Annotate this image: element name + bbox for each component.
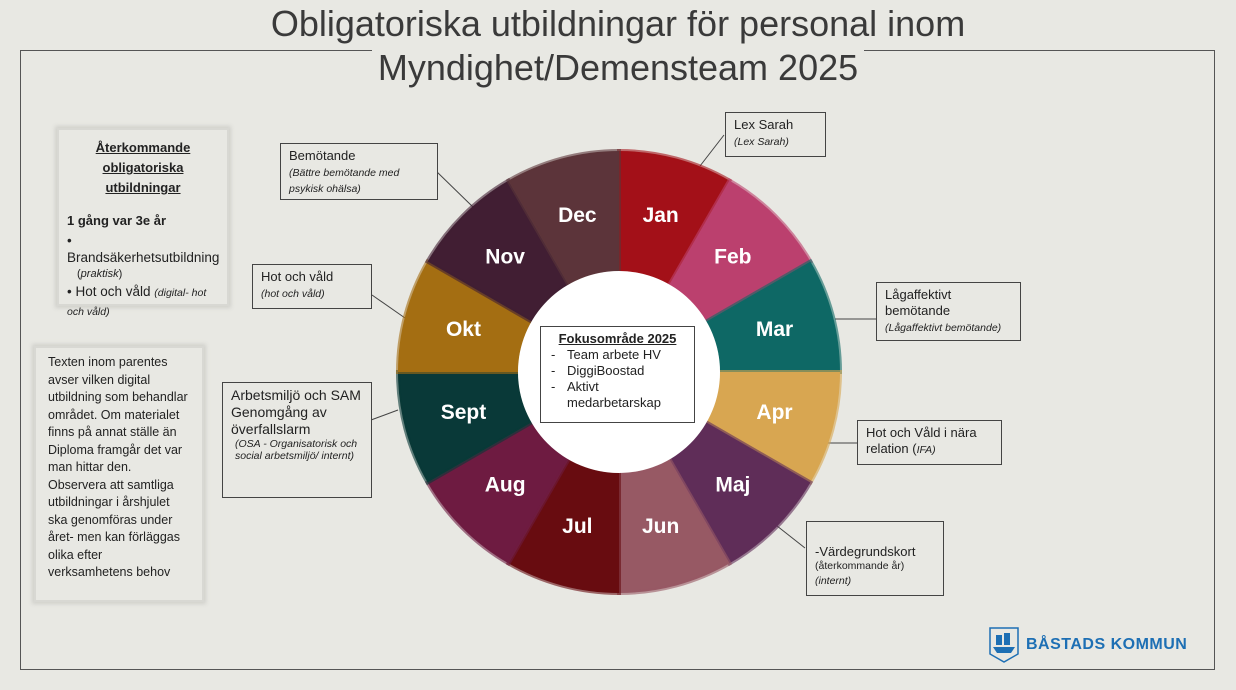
callout-hot-nara-relation: Hot och Våld i nära relation (IFA) [857, 420, 1002, 465]
callout-lines [370, 134, 876, 549]
recurring-title: obligatoriska utbildningar [102, 160, 184, 195]
note-box: Texten inom parentes avser vilken digita… [34, 346, 204, 602]
month-label: Apr [756, 401, 792, 424]
month-label: Jul [562, 515, 592, 538]
recurring-title: Återkommande [95, 140, 191, 155]
recurring-note: praktisk [80, 268, 119, 280]
month-label: Maj [715, 473, 750, 496]
month-label: Aug [485, 473, 526, 496]
focus-item: DiggiBoostad [547, 363, 688, 379]
callout-bemotande: Bemötande (Bättre bemötande med psykisk o… [280, 143, 438, 200]
page-title: Obligatoriska utbildningar för personal … [0, 2, 1236, 90]
leader-line [371, 294, 406, 319]
focus-item: Team arbete HV [547, 347, 688, 363]
bastads-kommun-logo: BÅSTADS KOMMUN [988, 626, 1187, 664]
callout-vardegrund: -Värdegrundskort (återkommande år) (inte… [806, 521, 944, 596]
month-label: Feb [714, 246, 751, 269]
leader-line [699, 134, 725, 167]
callout-lex-sarah: Lex Sarah (Lex Sarah) [725, 112, 826, 157]
month-label: Nov [485, 246, 525, 269]
month-label: Dec [558, 204, 597, 227]
month-label: Okt [446, 318, 481, 341]
focus-box: Fokusområde 2025 Team arbete HV DiggiBoo… [540, 326, 695, 423]
callout-arbetsmiljo: Arbetsmiljö och SAM Genomgång av överfal… [222, 382, 372, 498]
month-label: Mar [756, 318, 793, 341]
focus-title: Fokusområde 2025 [558, 331, 677, 346]
note-text: Texten inom parentes avser vilken digita… [48, 355, 188, 579]
recurring-item: • Hot och våld (digital- hot och våld) [67, 284, 207, 318]
month-label: Sept [441, 401, 487, 424]
title-line-1: Obligatoriska utbildningar för personal … [264, 3, 972, 44]
callout-lagaffektivt: Lågaffektivt bemötande (Lågaffektivt bemö… [876, 282, 1021, 341]
ship-crest-icon [989, 627, 1019, 663]
title-line-2: Myndighet/Demensteam 2025 [371, 47, 865, 88]
leader-line [434, 169, 475, 209]
recurring-frequency: 1 gång var 3e år [67, 213, 166, 228]
focus-item: Aktivt medarbetarskap [547, 379, 688, 411]
recurring-item: • Brandsäkerhetsutbildning [67, 233, 220, 265]
leader-line [370, 409, 399, 421]
recurring-box: Återkommande obligatoriska utbildningar … [57, 128, 229, 318]
month-label: Jan [643, 204, 679, 227]
month-label: Jun [642, 515, 679, 538]
logo-text: BÅSTADS KOMMUN [1026, 636, 1188, 653]
callout-hot-och-vald: Hot och våld (hot och våld) [252, 264, 372, 309]
